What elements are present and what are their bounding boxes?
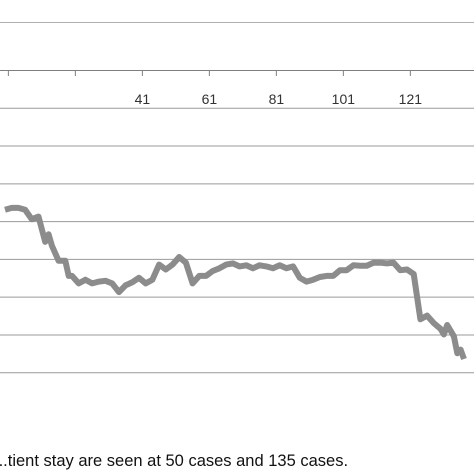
- x-axis: 41 61 81 101 121: [0, 70, 474, 107]
- gridlines: [0, 22, 474, 374]
- series-line-1: [4, 204, 467, 361]
- x-tick-label-81: 81: [269, 91, 285, 107]
- x-tick-label-41: 41: [135, 91, 151, 107]
- series-group: [4, 204, 467, 361]
- figure-caption: ...tient stay are seen at 50 cases and 1…: [0, 452, 348, 470]
- x-tick-label-101: 101: [332, 91, 356, 107]
- x-tick-label-121: 121: [399, 91, 423, 107]
- x-tick-label-61: 61: [202, 91, 218, 107]
